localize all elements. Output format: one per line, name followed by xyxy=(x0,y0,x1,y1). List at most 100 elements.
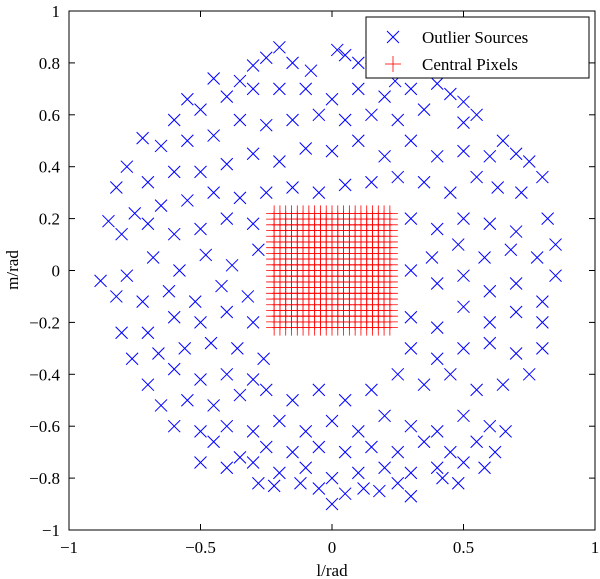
outlier-source-point xyxy=(443,186,457,200)
outlier-source-point xyxy=(246,373,260,386)
outlier-source-point xyxy=(220,157,234,171)
outlier-source-point xyxy=(417,175,431,189)
outlier-source-point xyxy=(470,435,484,449)
outlier-source-point xyxy=(430,277,444,290)
outlier-source-point xyxy=(246,217,260,231)
outlier-source-point xyxy=(286,181,299,194)
outlier-source-point xyxy=(167,362,181,376)
outlier-source-point xyxy=(457,95,470,109)
y-axis-label: m/rad xyxy=(3,250,22,290)
outlier-source-point xyxy=(338,445,352,459)
outlier-source-point xyxy=(391,445,405,459)
outlier-source-point xyxy=(325,144,339,158)
legend-box xyxy=(365,16,590,79)
outlier-source-point xyxy=(273,466,286,480)
outlier-source-point xyxy=(351,56,365,70)
outlier-source-point xyxy=(325,497,339,511)
outlier-source-point xyxy=(199,248,213,262)
outlier-source-point xyxy=(549,269,562,283)
outlier-source-point xyxy=(257,352,270,366)
outlier-source-point xyxy=(167,165,181,179)
outlier-source-point xyxy=(152,347,165,360)
outlier-source-point xyxy=(457,341,470,355)
outlier-source-point xyxy=(188,295,202,308)
outlier-source-point xyxy=(378,461,391,475)
outlier-source-point xyxy=(141,326,155,340)
outlier-source-point xyxy=(478,461,491,475)
outlier-source-point xyxy=(351,425,365,438)
outlier-source-point xyxy=(404,341,418,355)
outlier-source-point xyxy=(417,435,431,449)
x-tick-label: 0 xyxy=(328,538,337,557)
outlier-source-point xyxy=(338,487,352,501)
outlier-source-point xyxy=(536,316,549,329)
outlier-source-point xyxy=(457,212,470,225)
outlier-source-point xyxy=(404,212,418,225)
outlier-source-point xyxy=(541,212,555,225)
outlier-source-point xyxy=(128,207,142,220)
x-axis-label: l/rad xyxy=(316,561,348,579)
outlier-source-point xyxy=(496,378,510,392)
central-pixels-series xyxy=(266,205,398,336)
outlier-source-point xyxy=(430,461,444,475)
outlier-source-point xyxy=(299,461,313,475)
outlier-source-point xyxy=(457,144,470,158)
outlier-source-point xyxy=(451,476,465,490)
outlier-source-point xyxy=(141,378,155,392)
outlier-source-point xyxy=(338,113,352,127)
outlier-source-point xyxy=(378,149,391,163)
outlier-source-point xyxy=(478,251,491,264)
outlier-source-point xyxy=(325,414,339,428)
outlier-source-point xyxy=(365,440,378,454)
outlier-source-point xyxy=(365,108,378,122)
outlier-source-point xyxy=(246,147,260,161)
outlier-source-point xyxy=(365,175,378,189)
outlier-source-point xyxy=(273,40,286,54)
outlier-source-point xyxy=(351,134,365,148)
outlier-source-point xyxy=(178,341,192,355)
outlier-source-point xyxy=(204,336,218,350)
outlier-source-point xyxy=(351,466,365,480)
outlier-source-point xyxy=(488,445,502,459)
outlier-source-point xyxy=(267,479,281,493)
outlier-source-point xyxy=(483,284,497,298)
outlier-source-point xyxy=(483,316,497,329)
outlier-source-point xyxy=(391,170,405,184)
x-tick-label: −0.5 xyxy=(185,538,216,557)
outlier-source-point xyxy=(167,310,181,324)
outlier-source-point xyxy=(430,321,444,334)
outlier-source-point xyxy=(312,440,326,454)
outlier-source-point xyxy=(173,264,186,277)
outlier-source-point xyxy=(167,419,181,433)
outlier-source-point xyxy=(233,191,247,205)
x-tick-label: −1 xyxy=(60,538,78,557)
outlier-source-point xyxy=(246,456,260,469)
outlier-source-point xyxy=(230,341,244,355)
y-tick-label: 0 xyxy=(52,262,61,281)
outlier-source-point xyxy=(207,72,221,85)
outlier-source-point xyxy=(94,274,107,288)
y-tick-label: 0.6 xyxy=(39,106,60,125)
outlier-source-point xyxy=(109,181,123,194)
outlier-source-point xyxy=(549,238,562,251)
outlier-source-point xyxy=(246,316,260,329)
outlier-source-point xyxy=(215,279,228,293)
outlier-source-point xyxy=(430,425,444,438)
outlier-source-point xyxy=(194,425,207,438)
outlier-source-point xyxy=(483,217,497,231)
outlier-source-point xyxy=(180,92,194,106)
outlier-source-point xyxy=(404,134,418,148)
outlier-source-point xyxy=(425,251,439,264)
outlier-source-point xyxy=(378,90,391,103)
outlier-source-point xyxy=(220,212,234,225)
y-tick-label: −0.4 xyxy=(29,365,60,384)
outlier-source-point xyxy=(338,393,352,407)
outlier-source-point xyxy=(286,56,299,70)
legend-plus-marker-icon xyxy=(385,56,401,72)
outlier-source-point xyxy=(515,186,528,200)
outlier-source-point xyxy=(357,482,370,495)
outlier-source-point xyxy=(509,225,523,238)
outlier-source-point xyxy=(509,305,523,319)
outlier-source-point xyxy=(391,113,405,127)
outlier-source-point xyxy=(154,199,168,212)
